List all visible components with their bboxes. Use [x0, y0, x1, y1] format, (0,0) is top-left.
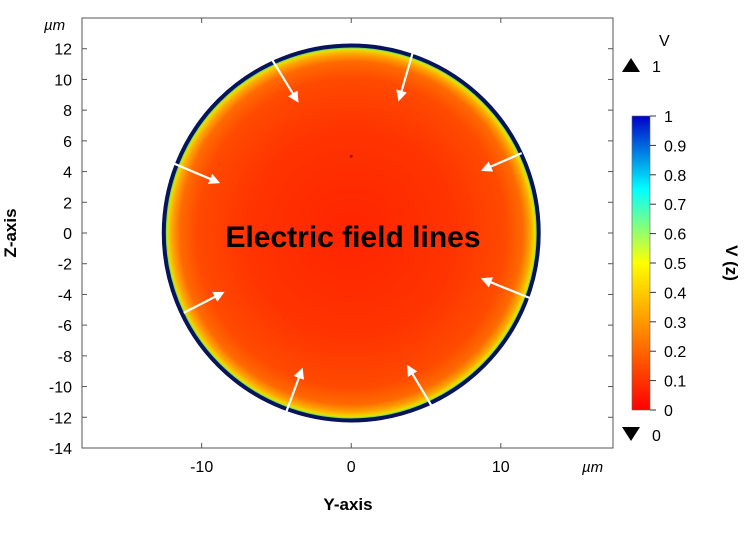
min-marker-icon: [622, 427, 640, 441]
colorbar-tick-label: 0: [664, 403, 673, 420]
max-marker-icon: [622, 58, 640, 72]
field-arrow-1: [271, 58, 299, 103]
y-tick-label: -4: [58, 287, 72, 304]
y-axis-label: Z-axis: [1, 208, 20, 257]
colorbar-tick-label: 0.2: [664, 344, 686, 361]
y-tick-label: 4: [63, 165, 72, 182]
colorbar-tick-label: 0.8: [664, 168, 686, 185]
disk-boundary: [161, 43, 541, 423]
field-arrow-6: [480, 277, 533, 301]
colorbar-tick-label: 0.3: [664, 315, 686, 332]
colorbar-max-marker: 1: [652, 59, 661, 76]
field-arrows: [174, 53, 533, 415]
y-tick-label: -10: [49, 380, 72, 397]
y-tick-label: 10: [54, 72, 72, 89]
colorbar-tick-label: 0.7: [664, 197, 686, 214]
y-axis-ticks: 12 10 8 6 4 2 0 -2 -4 -6 -8 -10 -12 -14: [49, 42, 613, 458]
y-tick-label: -8: [58, 349, 72, 366]
potential-disk: [162, 44, 540, 422]
y-tick-label: 12: [54, 42, 72, 59]
colorbar-ticks: 1 0.9 0.8 0.7 0.6 0.5 0.4 0.3 0.2 0.1 0: [650, 109, 686, 420]
y-tick-label: 2: [63, 195, 72, 212]
field-lines-annotation: Electric field lines: [225, 221, 480, 254]
y-tick-label: 0: [63, 226, 72, 243]
colorbar-tick-label: 0.5: [664, 256, 686, 273]
field-arrow-7: [284, 367, 304, 415]
field-arrow-8: [406, 364, 433, 408]
disk-center-dot: [349, 154, 353, 158]
colorbar-tick-label: 0.9: [664, 138, 686, 155]
x-axis-ticks: -10 0 10: [190, 18, 510, 476]
x-tick-label: -10: [190, 459, 213, 476]
field-arrow-3: [174, 162, 221, 184]
colorbar-tick-label: 1: [664, 109, 673, 126]
y-tick-label: -12: [49, 410, 72, 427]
y-tick-label: -2: [58, 257, 72, 274]
colorbar-label: V (z): [722, 245, 741, 281]
x-unit-label: µm: [582, 459, 603, 476]
field-arrow-2: [396, 53, 414, 102]
y-unit-label: µm: [44, 17, 65, 34]
x-axis-label: Y-axis: [323, 495, 372, 514]
colorbar-unit: V: [659, 33, 670, 50]
colorbar-tick-label: 0.4: [664, 285, 686, 302]
y-tick-label: -6: [58, 318, 72, 335]
colorbar-min-marker: 0: [652, 428, 661, 445]
colorbar-gradient: [631, 115, 651, 411]
x-tick-label: 0: [347, 459, 356, 476]
x-tick-label: 10: [492, 459, 510, 476]
y-tick-label: 6: [63, 134, 72, 151]
field-arrow-5: [183, 291, 225, 314]
colorbar-tick-label: 0.6: [664, 227, 686, 244]
colorbar-tick-label: 0.1: [664, 374, 686, 391]
y-tick-label: 8: [63, 103, 72, 120]
y-tick-label: -14: [49, 441, 72, 458]
field-arrow-4: [480, 152, 523, 172]
